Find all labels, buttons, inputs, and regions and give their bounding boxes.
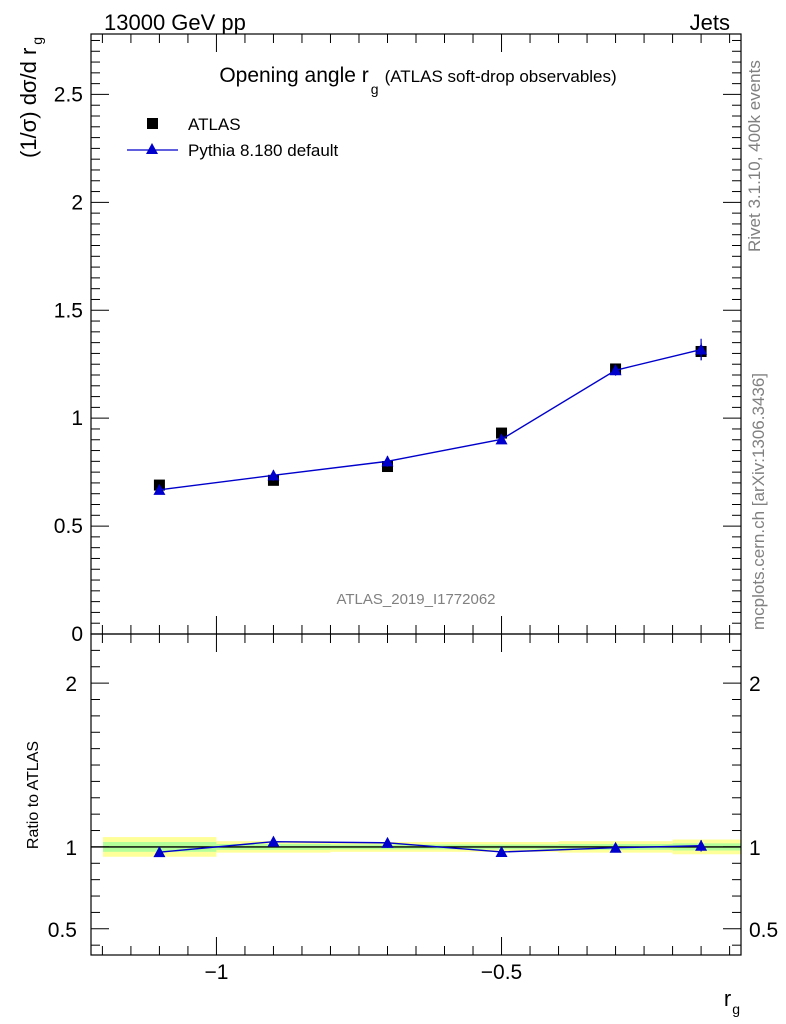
header-right: Jets xyxy=(690,10,730,35)
legend-atlas-label: ATLAS xyxy=(188,115,241,134)
ratio-y-tick-label-right: 2 xyxy=(749,673,761,696)
ratio-y-label: Ratio to ATLAS xyxy=(25,741,42,849)
y-axis-label: (1/σ) dσ/d rg xyxy=(16,37,45,158)
pythia-point xyxy=(695,343,708,355)
pythia-point xyxy=(381,455,394,467)
pythia-point xyxy=(153,483,166,495)
pythia-point xyxy=(267,469,280,481)
x-axis-label: rg xyxy=(724,986,740,1017)
pythia-point xyxy=(609,364,622,376)
legend-pythia-marker xyxy=(146,143,158,154)
ratio-point xyxy=(267,835,280,847)
legend-atlas-marker xyxy=(147,118,158,129)
ratio-point xyxy=(609,841,622,853)
y-tick-label: 2.5 xyxy=(54,83,83,106)
main-panel: ATLAS_2019_I1772062 Opening angle rg(ATL… xyxy=(16,33,742,646)
legend-pythia-label: Pythia 8.180 default xyxy=(188,141,339,160)
ratio-y-tick-label: 0.5 xyxy=(48,919,77,942)
y-tick-label: 2 xyxy=(71,191,83,214)
ratio-y-tick-label: 2 xyxy=(65,673,77,696)
pythia-line xyxy=(159,348,702,491)
ratio-y-tick-label: 1 xyxy=(65,837,77,860)
x-tick-label: −0.5 xyxy=(481,961,522,984)
ratio-point xyxy=(495,845,508,857)
mcplots-label: mcplots.cern.ch [arXiv:1306.3436] xyxy=(749,373,768,630)
y-tick-label: 1 xyxy=(71,407,83,430)
ratio-point xyxy=(381,836,394,848)
legend: ATLAS Pythia 8.180 default xyxy=(127,115,339,160)
ratio-y-tick-label-right: 1 xyxy=(749,837,761,860)
ratio-point xyxy=(695,839,708,851)
chart-title: Opening angle rg(ATLAS soft-drop observa… xyxy=(219,64,616,97)
ratio-frame xyxy=(90,633,742,956)
header-left: 13000 GeV pp xyxy=(104,10,246,35)
y-tick-label: 0 xyxy=(71,623,83,646)
ratio-y-tick-label-right: 0.5 xyxy=(749,919,778,942)
y-tick-label: 1.5 xyxy=(54,299,83,322)
rivet-label: Rivet 3.1.10, 400k events xyxy=(745,60,764,252)
pythia-point xyxy=(495,433,508,445)
y-tick-label: 0.5 xyxy=(54,515,83,538)
x-tick-label: −1 xyxy=(204,961,228,984)
ratio-panel: 0.5 0.5 1 1 2 2 −1 −0.5 Ratio to ATLAS rg xyxy=(25,633,778,1017)
watermark: ATLAS_2019_I1772062 xyxy=(336,591,495,608)
atlas-point xyxy=(496,427,508,439)
ratio-point xyxy=(153,846,166,858)
ratio-line xyxy=(159,840,702,853)
